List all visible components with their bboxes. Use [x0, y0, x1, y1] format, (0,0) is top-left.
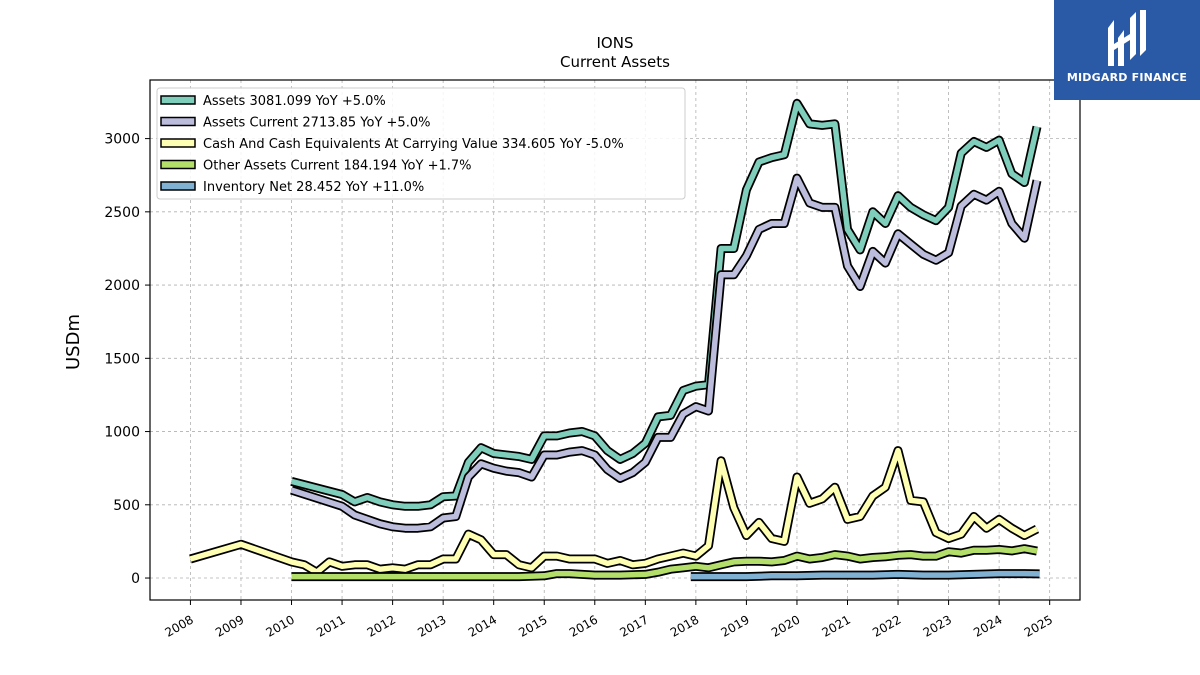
legend-swatch: [160, 116, 196, 127]
x-tick-label: 2018: [668, 612, 701, 639]
legend-entry: Assets Current 2713.85 YoY +5.0%: [203, 116, 430, 131]
y-ticks: 0 500 1000 1500 2000 2500 3000: [104, 132, 150, 587]
logo-mark-icon: [1108, 10, 1146, 66]
x-tick-label: 2011: [314, 612, 347, 639]
x-tick-label: 2014: [466, 612, 499, 639]
chart-title: IONS: [597, 34, 634, 52]
legend-entry: Inventory Net 28.452 YoY +11.0%: [203, 180, 424, 195]
legend-entry: Cash And Cash Equivalents At Carrying Va…: [203, 137, 624, 152]
logo: MIDGARD FINANCE: [1054, 0, 1200, 100]
series-line: [690, 570, 1040, 580]
x-tick-label: 2025: [1022, 612, 1055, 639]
x-tick-label: 2010: [264, 612, 297, 639]
series-line: [189, 447, 1039, 575]
legend: Assets 3081.099 YoY +5.0% Assets Current …: [156, 87, 686, 200]
series-line-outline: [290, 173, 1042, 533]
legend-entry: Other Assets Current 184.194 YoY +1.7%: [203, 159, 472, 174]
x-tick-label: 2015: [516, 612, 549, 639]
x-tick-label: 2016: [567, 612, 600, 639]
y-tick-label: 3000: [104, 132, 140, 148]
series-line: [290, 175, 1040, 531]
x-tick-label: 2008: [162, 612, 195, 639]
legend-swatch: [160, 95, 196, 105]
legend-swatch: [160, 181, 196, 191]
series-group: [189, 98, 1042, 582]
x-tick-label: 2021: [820, 612, 853, 639]
y-axis-label: USDm: [63, 314, 84, 370]
legend-entry: Assets 3081.099 YoY +5.0%: [203, 94, 386, 109]
x-tick-label: 2009: [213, 612, 246, 639]
legend-swatch: [160, 138, 196, 148]
x-ticks: 2008 2009 2010 2011 2012 2013 2014 2015 2016 2017…: [162, 600, 1055, 640]
x-tick-label: 2024: [971, 612, 1004, 639]
y-tick-label: 2000: [104, 278, 140, 294]
chart-subtitle: Current Assets: [560, 53, 670, 71]
logo-text: MIDGARD FINANCE: [1066, 71, 1188, 84]
y-tick-label: 2500: [104, 205, 140, 221]
y-tick-label: 500: [113, 498, 140, 514]
y-tick-label: 0: [131, 571, 140, 587]
series-line: [290, 100, 1040, 510]
legend-swatch: [160, 159, 196, 170]
y-tick-label: 1000: [104, 425, 140, 441]
x-tick-label: 2012: [365, 612, 398, 639]
x-tick-label: 2019: [718, 612, 751, 639]
x-tick-label: 2023: [921, 612, 954, 639]
series-line: [291, 545, 1038, 580]
plot-frame: [149, 79, 1081, 601]
x-tick-label: 2020: [769, 612, 802, 639]
x-tick-label: 2022: [870, 612, 903, 639]
x-tick-label: 2017: [617, 612, 650, 639]
x-tick-label: 2013: [415, 612, 448, 639]
legend-box: [156, 87, 686, 200]
y-tick-label: 1500: [104, 351, 140, 367]
